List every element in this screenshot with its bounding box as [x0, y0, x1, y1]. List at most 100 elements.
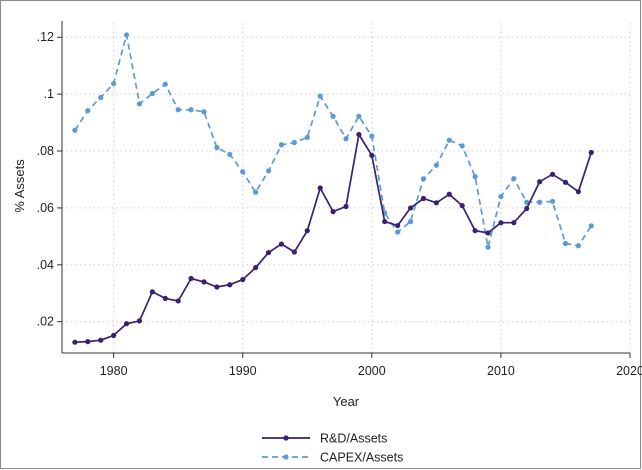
y-tick-label: .02 [37, 315, 54, 329]
data-point-rd-assets [111, 332, 117, 338]
data-point-capex-assets [72, 127, 78, 133]
grid [62, 23, 631, 353]
y-tick-label: .12 [37, 30, 54, 44]
data-point-capex-assets [498, 193, 504, 200]
y-tick-label: .04 [37, 258, 54, 272]
x-tick-label: 1980 [100, 364, 128, 378]
data-point-rd-assets [227, 282, 233, 288]
legend-item-capex-assets: CAPEX/Assets [262, 451, 403, 465]
data-point-rd-assets [253, 265, 259, 271]
y-axis-title: % Assets [12, 159, 27, 213]
data-point-rd-assets [472, 228, 478, 234]
data-point-rd-assets [433, 200, 439, 206]
data-point-capex-assets [537, 199, 543, 205]
data-point-capex-assets [343, 136, 349, 142]
data-point-capex-assets [356, 113, 362, 119]
data-point-capex-assets [485, 244, 491, 250]
data-point-capex-assets [330, 113, 336, 119]
x-tick-label: 2000 [358, 364, 386, 378]
data-point-rd-assets [149, 289, 155, 295]
data-point-rd-assets [304, 228, 310, 234]
data-point-rd-assets [485, 230, 491, 236]
data-point-rd-assets [175, 298, 181, 304]
legend-label-capex-assets: CAPEX/Assets [320, 451, 403, 465]
data-point-capex-assets [433, 162, 439, 168]
data-point-rd-assets [214, 284, 220, 290]
data-point-capex-assets [511, 176, 517, 182]
data-point-capex-assets [227, 151, 233, 158]
data-point-rd-assets [278, 241, 285, 247]
data-point-capex-assets [304, 134, 310, 140]
data-point-capex-assets [317, 93, 323, 99]
data-point-rd-assets [123, 321, 130, 327]
y-tick-label: .08 [37, 144, 54, 158]
data-point-rd-assets [588, 149, 594, 156]
data-point-rd-assets [369, 152, 375, 158]
data-point-capex-assets [459, 143, 465, 149]
data-point-rd-assets [188, 275, 194, 282]
data-point-rd-assets [407, 205, 414, 211]
y-tick-label: .1 [44, 87, 54, 101]
data-point-capex-assets [407, 218, 414, 225]
x-tick-label: 2010 [487, 364, 515, 378]
axes: .02 .04 .06 .08 .1 .12 1980 1990 2000 2010 2020 [37, 21, 642, 378]
data-point-rd-assets [291, 249, 297, 255]
data-point-capex-assets [188, 107, 194, 113]
data-point-capex-assets [201, 109, 207, 115]
data-point-rd-assets [356, 131, 362, 138]
data-point-rd-assets [201, 279, 207, 285]
data-point-capex-assets [278, 142, 285, 148]
data-point-capex-assets [575, 243, 581, 249]
data-point-capex-assets [214, 145, 220, 151]
data-point-rd-assets [395, 222, 401, 229]
data-point-capex-assets [446, 137, 452, 143]
data-point-rd-assets [562, 179, 569, 185]
data-point-rd-assets [72, 339, 78, 345]
data-point-capex-assets [369, 133, 375, 139]
data-point-rd-assets [317, 185, 323, 191]
data-point-capex-assets [291, 139, 297, 146]
data-point-capex-assets [240, 169, 246, 175]
data-point-rd-assets [136, 318, 143, 324]
data-point-capex-assets [149, 90, 155, 97]
legend-item-rd-assets: R&D/Assets [262, 432, 387, 446]
legend-label-rd-assets: R&D/Assets [320, 432, 387, 446]
data-point-capex-assets [562, 240, 569, 247]
x-tick-label: 2020 [616, 364, 642, 378]
plot-area [62, 23, 630, 353]
data-point-capex-assets [265, 168, 272, 174]
data-point-capex-assets [472, 174, 478, 180]
data-point-capex-assets [123, 32, 130, 38]
data-point-capex-assets [98, 94, 104, 101]
data-point-rd-assets [459, 203, 465, 209]
data-point-capex-assets [253, 189, 259, 195]
x-axis-title: Year [333, 394, 360, 409]
data-point-rd-assets [420, 195, 427, 202]
series-layer [72, 32, 594, 345]
y-tick-label: .06 [37, 201, 54, 215]
data-point-capex-assets [136, 101, 143, 107]
data-point-capex-assets [420, 176, 427, 182]
data-point-rd-assets [343, 203, 349, 210]
data-point-rd-assets [498, 220, 504, 226]
legend-marker-rd-assets [283, 435, 289, 441]
data-point-capex-assets [175, 107, 181, 113]
data-point-capex-assets [524, 199, 530, 205]
data-point-rd-assets [240, 277, 246, 283]
data-point-rd-assets [511, 220, 517, 226]
data-point-rd-assets [162, 295, 168, 301]
data-point-rd-assets [549, 171, 556, 177]
data-point-rd-assets [98, 337, 104, 343]
legend-marker-capex-assets [283, 454, 289, 460]
x-tick-label: 1990 [229, 364, 257, 378]
data-point-rd-assets [446, 191, 452, 197]
data-point-capex-assets [588, 223, 594, 229]
data-point-capex-assets [162, 81, 168, 87]
data-point-rd-assets [537, 179, 543, 185]
data-point-rd-assets [85, 339, 91, 345]
data-point-capex-assets [111, 80, 117, 87]
data-point-capex-assets [85, 108, 91, 114]
legend: R&D/Assets CAPEX/Assets [262, 432, 403, 465]
